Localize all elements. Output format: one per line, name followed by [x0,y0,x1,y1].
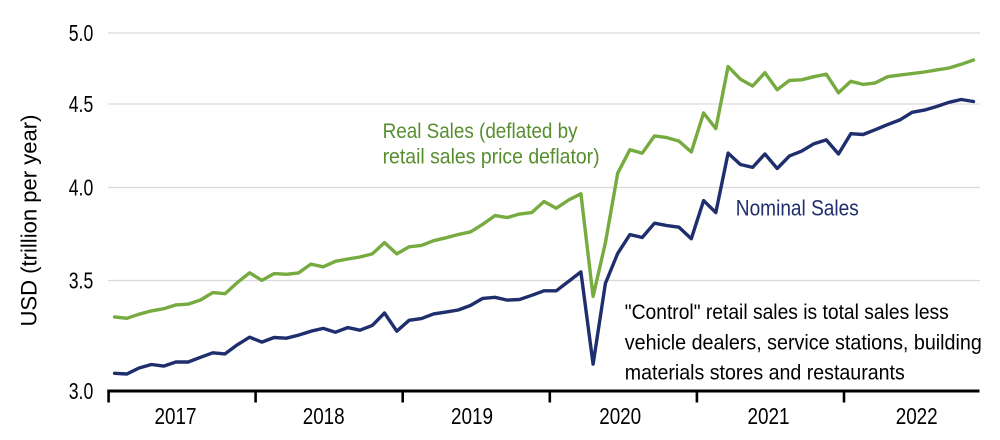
svg-text:2021: 2021 [748,403,790,429]
svg-text:2020: 2020 [599,403,641,429]
svg-text:"Control" retail sales is tota: "Control" retail sales is total sales le… [625,300,949,324]
svg-text:3.5: 3.5 [69,267,94,293]
svg-text:4.0: 4.0 [69,174,94,200]
svg-text:retail sales price deflator): retail sales price deflator) [383,145,600,168]
svg-text:4.5: 4.5 [69,91,94,117]
svg-text:2018: 2018 [303,403,345,429]
svg-text:materials stores and restauran: materials stores and restaurants [625,361,905,385]
svg-text:2017: 2017 [155,403,197,429]
svg-text:5.0: 5.0 [69,20,94,46]
svg-text:vehicle dealers, service stati: vehicle dealers, service stations, build… [625,331,982,355]
svg-text:3.0: 3.0 [69,378,94,404]
svg-text:2022: 2022 [896,403,938,429]
svg-text:Nominal Sales: Nominal Sales [736,196,859,221]
svg-text:Real Sales (deflated by: Real Sales (deflated by [383,120,578,143]
svg-text:USD (trillion per year): USD (trillion per year) [17,115,42,327]
svg-text:2019: 2019 [451,403,493,429]
